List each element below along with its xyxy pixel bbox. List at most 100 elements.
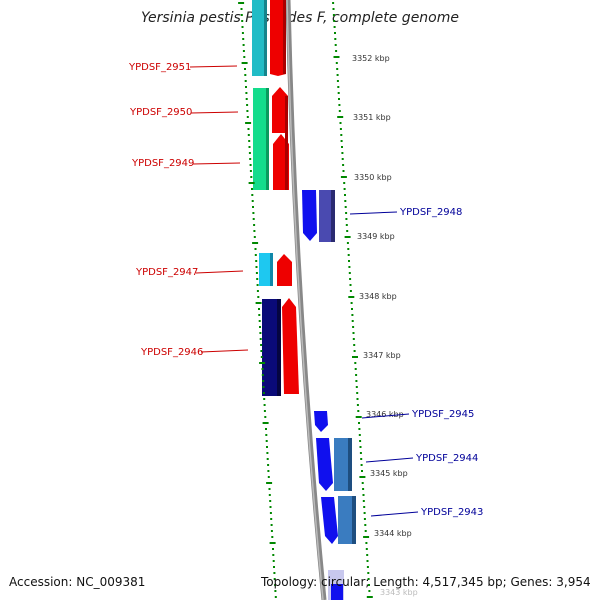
ruler-dot xyxy=(269,500,272,502)
gene-block-green-shade xyxy=(266,88,269,190)
ruler-major-tick xyxy=(252,242,259,244)
gene-label: YPDSF_2944 xyxy=(415,453,478,464)
ruler-dot xyxy=(341,152,344,154)
ruler-dot xyxy=(360,464,363,466)
ruler-major-tick xyxy=(352,356,358,358)
ruler-dot xyxy=(343,188,346,190)
ruler-dot xyxy=(262,386,265,388)
ruler-dot xyxy=(242,50,245,52)
ruler-dot xyxy=(345,224,348,226)
ruler-dot xyxy=(340,140,343,142)
ruler-dot xyxy=(346,230,349,232)
ruler-dot xyxy=(273,578,276,580)
ruler-major-tick xyxy=(348,296,355,298)
ruler-dot xyxy=(332,14,335,16)
gene-arrow-red-shade xyxy=(283,0,286,74)
ruler-dot xyxy=(367,578,370,580)
ruler-dot xyxy=(250,176,253,178)
gene-label: YPDSF_2947 xyxy=(135,267,198,278)
genome-backbone-highlight xyxy=(286,0,324,600)
map-title: Yersinia pestis Pestoides F, complete ge… xyxy=(141,10,459,26)
ruler-major-tick xyxy=(333,56,340,58)
gene-arrow-blue-2945 xyxy=(314,411,328,432)
ruler-dot xyxy=(251,200,254,202)
ruler-dot xyxy=(340,134,343,136)
ruler-dot xyxy=(249,164,252,166)
ruler-major-tick xyxy=(255,302,262,304)
ruler-dot xyxy=(345,212,348,214)
ruler-dot xyxy=(266,458,269,460)
ruler-major-tick xyxy=(248,182,255,184)
ruler-dot xyxy=(344,206,347,208)
gene-arrow-blue-2943 xyxy=(321,497,338,544)
ruler-dot xyxy=(274,584,277,586)
ruler-dot xyxy=(252,206,254,208)
ruler-dot xyxy=(253,236,256,238)
ruler-dot xyxy=(346,242,349,244)
ruler-dot xyxy=(248,152,251,154)
ruler-dot xyxy=(356,398,359,400)
ruler-dot xyxy=(245,86,247,88)
ruler-dot xyxy=(367,572,370,574)
ruler-label: 3343 kbp xyxy=(380,588,418,597)
ruler-dot xyxy=(242,38,245,40)
ruler-dot xyxy=(358,434,361,436)
ruler-dot xyxy=(358,428,361,430)
ruler-dot xyxy=(364,524,367,526)
ruler-dot xyxy=(332,8,335,10)
leader-line xyxy=(195,270,244,274)
ruler-dot xyxy=(363,518,366,520)
ruler-major-tick xyxy=(355,416,362,418)
ruler-dot xyxy=(272,560,275,562)
ruler-major-tick xyxy=(366,596,373,598)
ruler-dot xyxy=(265,440,268,442)
gene-block-steel-2944 xyxy=(334,438,352,491)
gene-label: YPDSF_2951 xyxy=(128,62,191,73)
ruler-dot xyxy=(248,140,251,142)
gene-block-navy-shade xyxy=(277,299,281,396)
ruler-dot xyxy=(355,386,358,388)
ruler-dot xyxy=(359,440,362,442)
ruler-dot xyxy=(350,302,353,304)
gene-block-cyan xyxy=(252,0,266,76)
ruler-left-track xyxy=(238,2,277,598)
ruler-dot xyxy=(240,8,243,10)
ruler-dot xyxy=(363,506,366,508)
ruler-dot xyxy=(344,194,346,196)
ruler-dot xyxy=(355,374,358,376)
ruler-dot xyxy=(246,110,249,112)
ruler-dot xyxy=(349,290,352,292)
ruler-dot xyxy=(261,374,264,376)
ruler-major-tick xyxy=(266,482,273,484)
gene-arrow-red-2947 xyxy=(277,254,292,286)
ruler-dot xyxy=(259,326,261,328)
ruler-dot xyxy=(242,44,245,46)
ruler-dot xyxy=(362,500,365,502)
gene-arrow-blue-2944 xyxy=(316,438,333,491)
ruler-dot xyxy=(355,380,358,382)
ruler-major-tick xyxy=(259,362,266,364)
ruler-dot xyxy=(261,368,264,370)
ruler-dot xyxy=(349,278,352,280)
left-strand-features xyxy=(252,0,299,396)
ruler-dot xyxy=(361,482,364,484)
ruler-dot xyxy=(244,80,247,82)
ruler-dot xyxy=(240,14,243,16)
ruler-major-tick xyxy=(245,122,252,124)
leader-line xyxy=(365,457,414,463)
ruler-dot xyxy=(258,320,261,322)
ruler-dot xyxy=(359,452,362,454)
ruler-dot xyxy=(348,266,351,268)
ruler-dot xyxy=(351,308,353,310)
ruler-dot xyxy=(368,590,371,592)
ruler-label: 3348 kbp xyxy=(359,292,397,301)
ruler-dot xyxy=(338,98,340,100)
leader-line xyxy=(370,511,419,517)
ruler-dot xyxy=(365,548,368,550)
ruler-dot xyxy=(339,128,342,130)
ruler-major-tick xyxy=(359,476,366,478)
ruler-dot xyxy=(368,584,370,586)
ruler-dot xyxy=(267,476,270,478)
ruler-label: 3344 kbp xyxy=(374,529,412,538)
ruler-dot xyxy=(353,344,356,346)
